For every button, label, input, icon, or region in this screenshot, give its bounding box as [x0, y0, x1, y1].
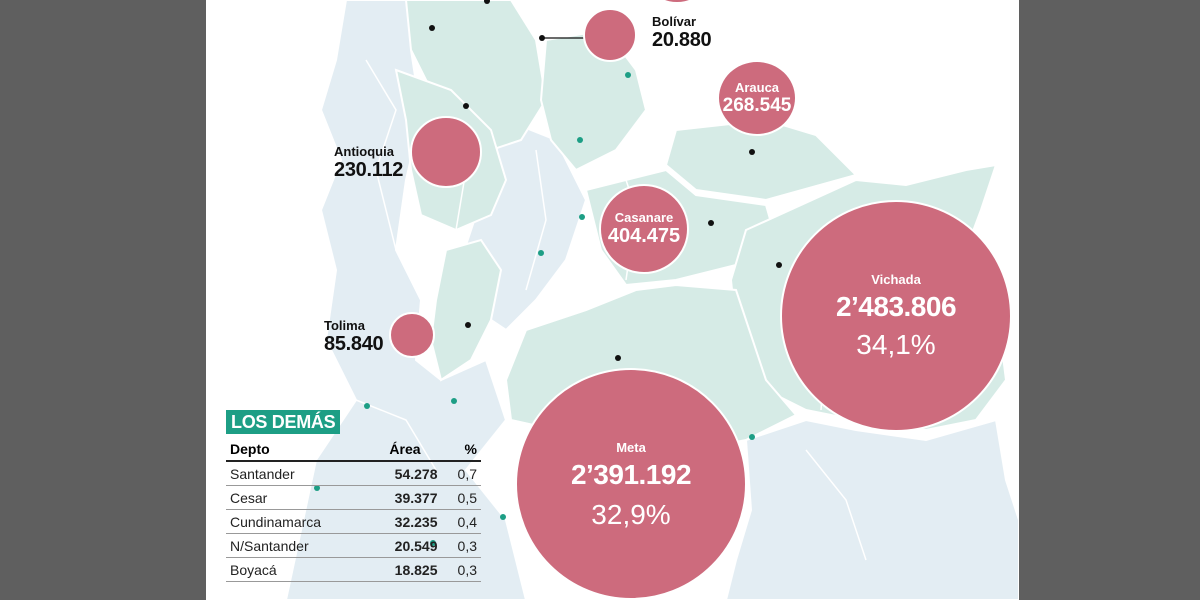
label-bolivar-value: 20.880: [652, 29, 712, 51]
table-header-row: Depto Área %: [226, 438, 481, 462]
table-row: N/Santander 20.549 0,3: [226, 533, 481, 558]
header-pct: %: [441, 438, 481, 462]
header-depto: Depto: [226, 438, 369, 462]
bubble-vichada-value: 2’483.806: [835, 290, 957, 322]
cell-pct: 0,5: [441, 485, 481, 510]
bubble-casanare: Casanare 404.475: [599, 184, 689, 274]
cell-area: 32.235: [368, 509, 442, 534]
bubble-meta-name: Meta: [616, 440, 646, 455]
label-tolima-value: 85.840: [324, 333, 384, 355]
bubble-meta-value: 2’391.192: [570, 459, 692, 490]
label-antioquia-value: 230.112: [334, 159, 404, 181]
label-antioquia-name: Antioquia: [334, 144, 394, 159]
table-title: LOS DEMÁS: [226, 410, 341, 434]
label-bolivar: Bolívar 20.880: [652, 14, 712, 52]
cell-area: 39.377: [368, 485, 442, 510]
bubble-vichada-name: Vichada: [871, 271, 921, 287]
bubble-casanare-name: Casanare: [614, 210, 674, 225]
bubble-antioquia: [410, 116, 482, 188]
cell-depto: Cesar: [226, 485, 369, 510]
bubble-bolivar: [583, 8, 637, 62]
cell-pct: 0,3: [441, 557, 481, 582]
label-tolima: Tolima 85.840: [324, 318, 384, 356]
table-row: Santander 54.278 0,7: [226, 461, 481, 486]
cell-pct: 0,7: [441, 461, 481, 486]
others-table-grid: Depto Área % Santander 54.278 0,7 Cesar …: [226, 438, 481, 582]
map-region-tolima: [429, 238, 503, 382]
infographic-panel: Bolívar 20.880 Antioquia 230.112 Tolima …: [206, 0, 1019, 600]
bubble-meta-percent: 32,9%: [591, 499, 671, 530]
map-region-south: [724, 418, 1019, 600]
cell-depto: N/Santander: [226, 533, 369, 558]
bubble-vichada: Vichada 2’483.806 34,1%: [780, 200, 1012, 432]
map-region-bolivar: [404, 0, 548, 152]
cell-area: 54.278: [368, 461, 442, 486]
department-dots-black: [429, 0, 782, 361]
cell-area: 18.825: [368, 557, 442, 582]
cell-pct: 0,3: [441, 533, 481, 558]
table-row: Cesar 39.377 0,5: [226, 485, 481, 510]
bubble-tolima: [389, 312, 435, 358]
label-antioquia: Antioquia 230.112: [334, 144, 403, 182]
bubble-arauca-name: Arauca: [734, 79, 780, 95]
cell-depto: Boyacá: [226, 557, 369, 582]
cell-pct: 0,4: [441, 509, 481, 534]
cell-area: 20.549: [368, 533, 442, 558]
bubble-arauca: Arauca 268.545: [717, 60, 797, 136]
bubble-casanare-value: 404.475: [607, 225, 681, 247]
cell-depto: Santander: [226, 461, 369, 486]
cell-depto: Cundinamarca: [226, 509, 369, 534]
header-area: Área: [368, 438, 442, 462]
table-row: Boyacá 18.825 0,3: [226, 557, 481, 582]
label-bolivar-name: Bolívar: [652, 14, 697, 29]
bubble-top-partial: [665, 0, 689, 2]
bubble-meta: Meta 2’391.192 32,9%: [515, 368, 747, 600]
bubble-arauca-value: 268.545: [722, 94, 792, 116]
bubble-vichada-percent: 34,1%: [856, 328, 936, 360]
table-row: Cundinamarca 32.235 0,4: [226, 509, 481, 534]
label-tolima-name: Tolima: [324, 318, 365, 333]
others-table: LOS DEMÁS Depto Área % Santander 54.278 …: [226, 410, 481, 582]
